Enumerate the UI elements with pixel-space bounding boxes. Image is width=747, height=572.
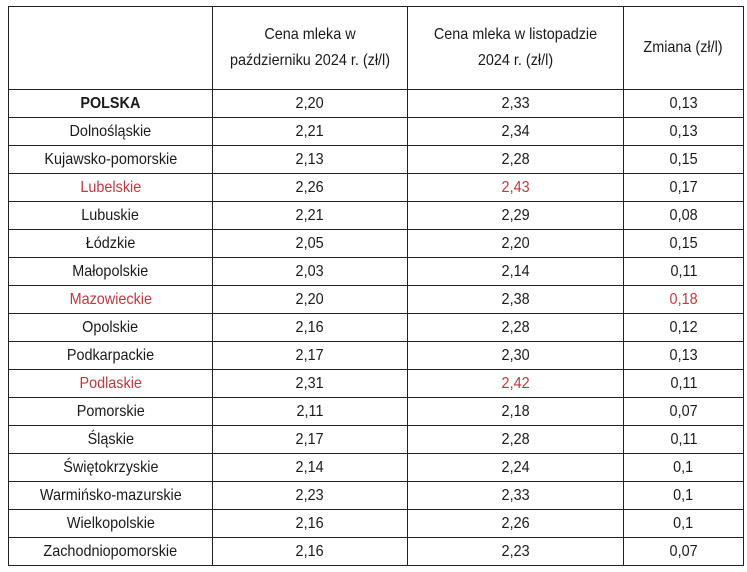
change-cell: 0,13 xyxy=(623,117,744,146)
change-cell: 0,13 xyxy=(623,341,744,370)
october-price-cell: 2,31 xyxy=(212,369,408,398)
october-price-cell: 2,13 xyxy=(212,145,408,174)
november-price-cell: 2,24 xyxy=(407,453,624,482)
table-row: Zachodniopomorskie 2,16 2,23 0,07 xyxy=(8,537,744,566)
change-cell: 0,11 xyxy=(623,369,744,398)
change-cell: 0,12 xyxy=(623,313,744,342)
region-cell: Podlaskie xyxy=(8,369,213,398)
milk-price-table: Cena mleka w październiku 2024 r. (zł/l)… xyxy=(8,6,744,566)
november-price-cell: 2,33 xyxy=(407,481,624,510)
change-cell: 0,13 xyxy=(623,89,744,118)
change-cell: 0,08 xyxy=(623,201,744,230)
region-cell: Lubuskie xyxy=(8,201,213,230)
table-row: Opolskie 2,16 2,28 0,12 xyxy=(8,313,744,342)
november-price-cell: 2,30 xyxy=(407,341,624,370)
table-row: Warmińsko-mazurskie 2,23 2,33 0,1 xyxy=(8,481,744,510)
october-price-cell: 2,21 xyxy=(212,201,408,230)
november-price-cell: 2,38 xyxy=(407,285,624,314)
change-cell: 0,1 xyxy=(623,481,744,510)
change-cell: 0,1 xyxy=(623,453,744,482)
october-price-cell: 2,16 xyxy=(212,509,408,538)
change-cell: 0,11 xyxy=(623,425,744,454)
october-price-cell: 2,16 xyxy=(212,313,408,342)
november-price-cell: 2,26 xyxy=(407,509,624,538)
october-price-cell: 2,11 xyxy=(212,397,408,426)
november-price-cell: 2,20 xyxy=(407,229,624,258)
region-cell: Mazowieckie xyxy=(8,285,213,314)
change-cell: 0,07 xyxy=(623,397,744,426)
change-cell: 0,07 xyxy=(623,537,744,566)
november-price-cell: 2,14 xyxy=(407,257,624,286)
table-row: Lubelskie 2,26 2,43 0,17 xyxy=(8,173,744,202)
region-cell: Śląskie xyxy=(8,425,213,454)
header-november-price: Cena mleka w listopadzie 2024 r. (zł/l) xyxy=(407,6,624,90)
header-region xyxy=(8,6,213,90)
region-cell: Warmińsko-mazurskie xyxy=(8,481,213,510)
change-cell: 0,18 xyxy=(623,285,744,314)
october-price-cell: 2,26 xyxy=(212,173,408,202)
region-cell: Wielkopolskie xyxy=(8,509,213,538)
region-cell: Lubelskie xyxy=(8,173,213,202)
november-price-cell: 2,43 xyxy=(407,173,624,202)
table-row: Podlaskie 2,31 2,42 0,11 xyxy=(8,369,744,398)
header-row: Cena mleka w październiku 2024 r. (zł/l)… xyxy=(8,6,744,90)
table-row: Wielkopolskie 2,16 2,26 0,1 xyxy=(8,509,744,538)
november-price-cell: 2,28 xyxy=(407,425,624,454)
table-row: Kujawsko-pomorskie 2,13 2,28 0,15 xyxy=(8,145,744,174)
november-price-cell: 2,29 xyxy=(407,201,624,230)
october-price-cell: 2,17 xyxy=(212,425,408,454)
region-cell: Kujawsko-pomorskie xyxy=(8,145,213,174)
november-price-cell: 2,34 xyxy=(407,117,624,146)
table-row: Dolnośląskie 2,21 2,34 0,13 xyxy=(8,117,744,146)
october-price-cell: 2,05 xyxy=(212,229,408,258)
october-price-cell: 2,21 xyxy=(212,117,408,146)
table-row: POLSKA 2,20 2,33 0,13 xyxy=(8,89,744,118)
november-price-cell: 2,23 xyxy=(407,537,624,566)
table-row: Mazowieckie 2,20 2,38 0,18 xyxy=(8,285,744,314)
region-cell: Pomorskie xyxy=(8,397,213,426)
region-cell: Małopolskie xyxy=(8,257,213,286)
change-cell: 0,15 xyxy=(623,145,744,174)
table-row: Podkarpackie 2,17 2,30 0,13 xyxy=(8,341,744,370)
region-cell: Opolskie xyxy=(8,313,213,342)
october-price-cell: 2,20 xyxy=(212,89,408,118)
october-price-cell: 2,16 xyxy=(212,537,408,566)
change-cell: 0,15 xyxy=(623,229,744,258)
table-row: Małopolskie 2,03 2,14 0,11 xyxy=(8,257,744,286)
november-price-cell: 2,28 xyxy=(407,145,624,174)
november-price-cell: 2,28 xyxy=(407,313,624,342)
october-price-cell: 2,20 xyxy=(212,285,408,314)
region-cell: Dolnośląskie xyxy=(8,117,213,146)
november-price-cell: 2,33 xyxy=(407,89,624,118)
table-row: Śląskie 2,17 2,28 0,11 xyxy=(8,425,744,454)
region-cell: Zachodniopomorskie xyxy=(8,537,213,566)
table-row: Łódzkie 2,05 2,20 0,15 xyxy=(8,229,744,258)
header-change: Zmiana (zł/l) xyxy=(623,6,744,90)
october-price-cell: 2,03 xyxy=(212,257,408,286)
october-price-cell: 2,23 xyxy=(212,481,408,510)
november-price-cell: 2,42 xyxy=(407,369,624,398)
table-row: Pomorskie 2,11 2,18 0,07 xyxy=(8,397,744,426)
november-price-cell: 2,18 xyxy=(407,397,624,426)
region-cell: POLSKA xyxy=(8,89,213,118)
region-cell: Świętokrzyskie xyxy=(8,453,213,482)
october-price-cell: 2,17 xyxy=(212,341,408,370)
change-cell: 0,1 xyxy=(623,509,744,538)
change-cell: 0,11 xyxy=(623,257,744,286)
header-october-price: Cena mleka w październiku 2024 r. (zł/l) xyxy=(212,6,408,90)
october-price-cell: 2,14 xyxy=(212,453,408,482)
region-cell: Łódzkie xyxy=(8,229,213,258)
table-row: Lubuskie 2,21 2,29 0,08 xyxy=(8,201,744,230)
change-cell: 0,17 xyxy=(623,173,744,202)
table-row: Świętokrzyskie 2,14 2,24 0,1 xyxy=(8,453,744,482)
region-cell: Podkarpackie xyxy=(8,341,213,370)
